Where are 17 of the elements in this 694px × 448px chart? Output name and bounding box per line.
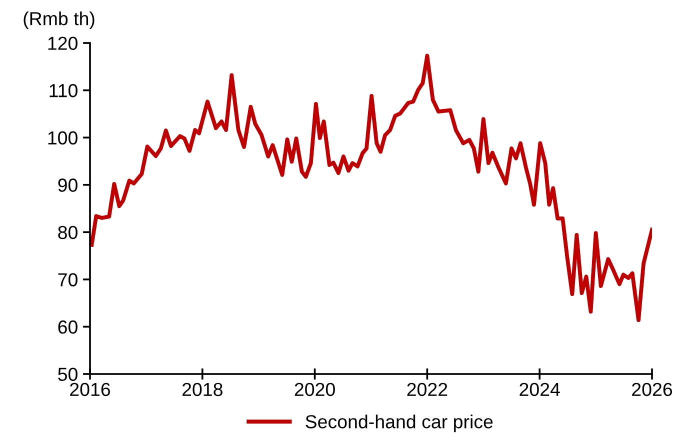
y-tick-label: 50: [58, 368, 78, 381]
y-tick-label: 70: [58, 273, 78, 286]
y-tick-label: 120: [48, 36, 78, 50]
y-axis-title: (Rmb th): [24, 12, 94, 29]
x-tick-label: 2018: [182, 382, 222, 396]
y-tick-label: 90: [58, 178, 78, 192]
x-tick-label: 2016: [70, 382, 110, 396]
x-tick-label: 2024: [520, 382, 560, 396]
x-tick-label: 2022: [407, 382, 448, 396]
y-tick-label: 60: [58, 320, 78, 334]
y-tick-label: 110: [50, 84, 78, 98]
y-tick-label: 80: [58, 226, 78, 240]
legend-label: Second-hand car price: [306, 414, 493, 432]
x-tick-label: 2026: [632, 382, 672, 396]
y-tick-label: 100: [48, 131, 78, 145]
line-series: [90, 54, 652, 322]
x-tick-label: 2020: [294, 382, 335, 396]
